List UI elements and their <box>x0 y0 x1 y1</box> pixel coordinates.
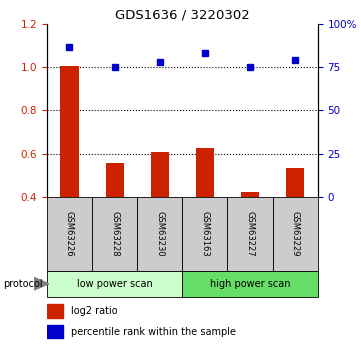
FancyBboxPatch shape <box>182 271 318 297</box>
Text: GSM63227: GSM63227 <box>245 211 255 257</box>
Text: low power scan: low power scan <box>77 279 152 289</box>
Polygon shape <box>34 277 49 290</box>
Text: high power scan: high power scan <box>210 279 290 289</box>
Bar <box>196 148 214 197</box>
Text: GSM63163: GSM63163 <box>200 211 209 257</box>
Bar <box>151 152 169 197</box>
Text: GSM63229: GSM63229 <box>291 211 300 256</box>
FancyBboxPatch shape <box>227 197 273 271</box>
Bar <box>286 168 304 197</box>
FancyBboxPatch shape <box>47 271 182 297</box>
Bar <box>61 66 79 197</box>
Text: log2 ratio: log2 ratio <box>71 306 118 316</box>
Bar <box>105 163 123 197</box>
Text: GSM63226: GSM63226 <box>65 211 74 257</box>
FancyBboxPatch shape <box>47 197 92 271</box>
Text: GSM63228: GSM63228 <box>110 211 119 257</box>
FancyBboxPatch shape <box>137 197 182 271</box>
Text: GSM63230: GSM63230 <box>155 211 164 257</box>
Bar <box>47 304 63 317</box>
Bar <box>47 325 63 338</box>
Text: protocol: protocol <box>4 279 43 288</box>
Bar <box>241 192 259 197</box>
Title: GDS1636 / 3220302: GDS1636 / 3220302 <box>115 9 250 22</box>
FancyBboxPatch shape <box>182 197 227 271</box>
FancyBboxPatch shape <box>92 197 137 271</box>
Text: percentile rank within the sample: percentile rank within the sample <box>71 327 236 337</box>
FancyBboxPatch shape <box>273 197 318 271</box>
